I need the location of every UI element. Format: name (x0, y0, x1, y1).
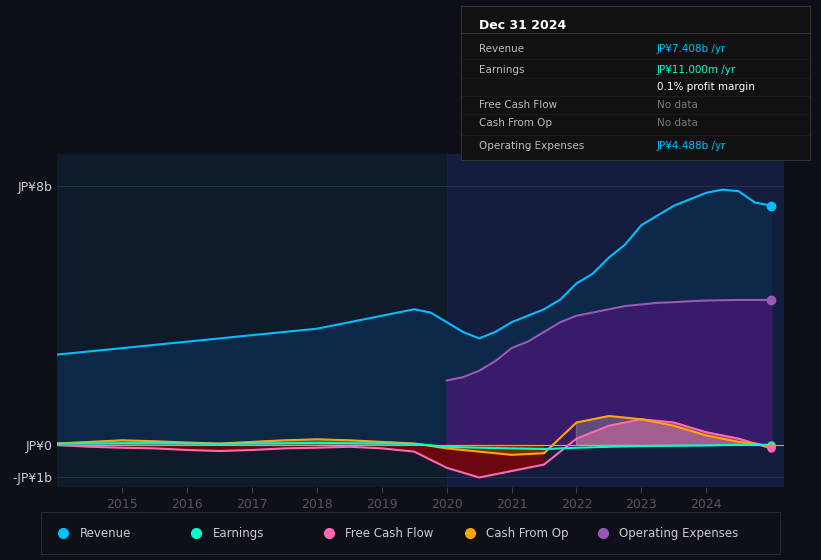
Text: 0.1% profit margin: 0.1% profit margin (657, 82, 754, 92)
Text: Revenue: Revenue (479, 44, 524, 54)
Text: Revenue: Revenue (80, 527, 131, 540)
Text: JP¥11.000m /yr: JP¥11.000m /yr (657, 64, 736, 74)
Text: Free Cash Flow: Free Cash Flow (479, 100, 557, 110)
Text: Cash From Op: Cash From Op (486, 527, 568, 540)
Text: Cash From Op: Cash From Op (479, 118, 552, 128)
Text: No data: No data (657, 118, 698, 128)
Text: No data: No data (657, 100, 698, 110)
Text: Operating Expenses: Operating Expenses (479, 141, 584, 151)
Text: JP¥4.488b /yr: JP¥4.488b /yr (657, 141, 727, 151)
Text: Free Cash Flow: Free Cash Flow (346, 527, 433, 540)
Text: Dec 31 2024: Dec 31 2024 (479, 20, 566, 32)
Text: Earnings: Earnings (479, 64, 525, 74)
Text: JP¥7.408b /yr: JP¥7.408b /yr (657, 44, 727, 54)
Bar (447, 154, 784, 487)
Text: Operating Expenses: Operating Expenses (619, 527, 738, 540)
Text: Earnings: Earnings (213, 527, 264, 540)
